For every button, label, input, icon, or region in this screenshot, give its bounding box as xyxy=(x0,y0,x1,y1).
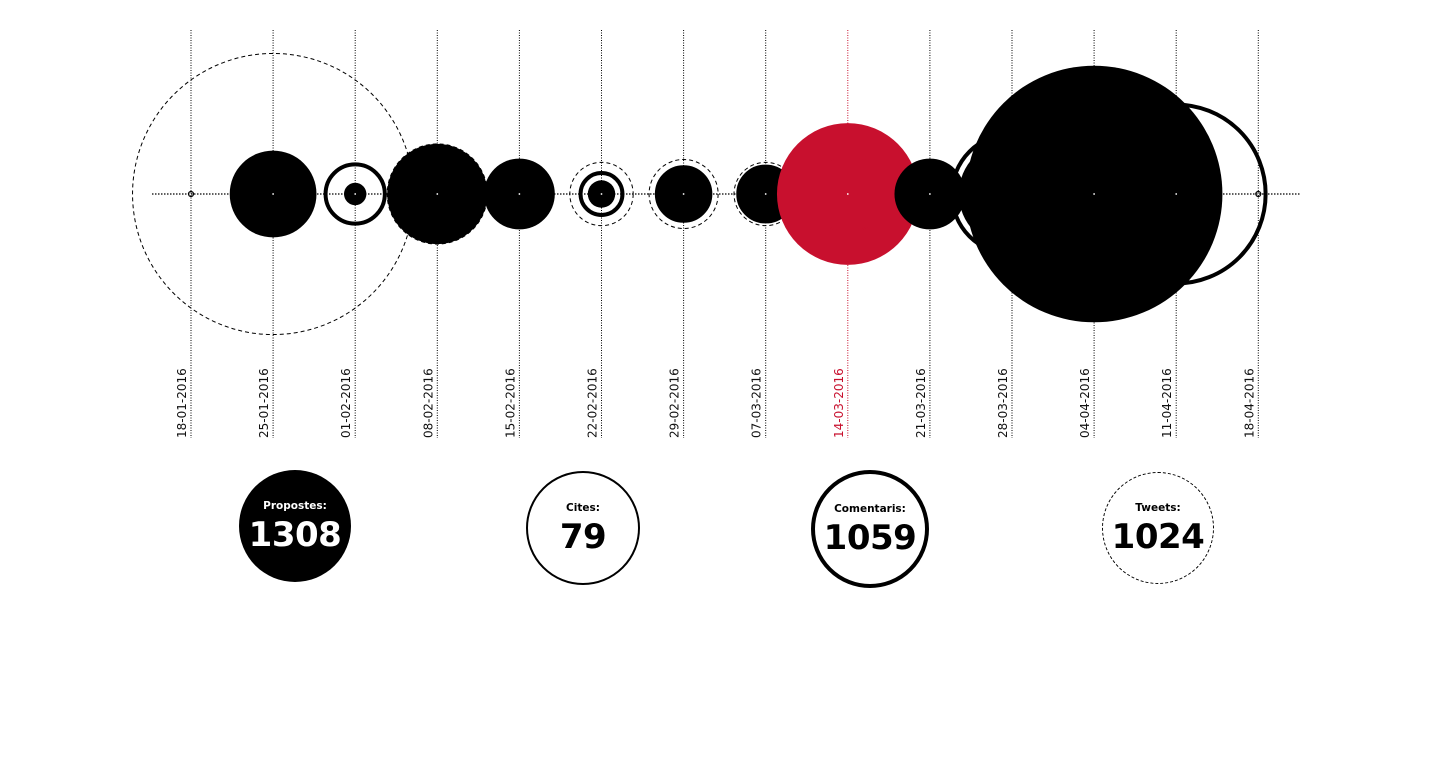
cites-circle xyxy=(426,183,448,205)
empty-marker xyxy=(187,190,195,198)
week-labels: 18-01-2016 25-01-2016 01-02-2016 08-02-2016… xyxy=(175,368,1256,438)
summary-tweets: Tweets: 1024 xyxy=(1102,472,1214,584)
week-date-label: 14-03-2016 xyxy=(832,368,846,438)
summary-propostes-value: 1308 xyxy=(248,515,342,555)
week-date-label: 01-02-2016 xyxy=(339,368,353,438)
summary-cites-value: 79 xyxy=(559,517,607,557)
week-date-label: 15-02-2016 xyxy=(503,368,517,438)
summary-comentaris-value: 1059 xyxy=(823,518,917,558)
week-date-label: 21-03-2016 xyxy=(914,368,928,438)
summary-cites-label: Cites: xyxy=(566,502,600,514)
center-dot xyxy=(518,193,521,195)
summary-tweets-label: Tweets: xyxy=(1135,502,1181,514)
week-date-label: 28-03-2016 xyxy=(996,368,1010,438)
cites-circle xyxy=(654,165,713,223)
center-dot xyxy=(354,193,357,195)
week-date-label: 04-04-2016 xyxy=(1078,368,1092,438)
week-gridlines xyxy=(190,30,1259,438)
center-dot xyxy=(436,193,439,195)
cites-circle xyxy=(916,180,944,208)
summary-cites: Cites: 79 xyxy=(526,471,640,585)
center-dot xyxy=(1175,193,1178,195)
week-date-label: 18-01-2016 xyxy=(175,368,189,438)
comentaris-circle xyxy=(1084,102,1268,286)
tweets-circle xyxy=(648,158,719,230)
week-date-label: 11-04-2016 xyxy=(1160,368,1174,438)
week-date-label: 25-01-2016 xyxy=(257,368,271,438)
summary-tweets-value: 1024 xyxy=(1111,517,1205,557)
week-date-label: 18-04-2016 xyxy=(1242,368,1256,438)
week-date-label: 08-02-2016 xyxy=(421,368,435,438)
center-dot xyxy=(1093,193,1095,195)
week-date-label: 22-02-2016 xyxy=(586,368,600,438)
cites-circle xyxy=(809,155,887,233)
summary-propostes-label: Propostes: xyxy=(263,500,327,512)
cites-circle xyxy=(348,187,362,201)
center-dot xyxy=(682,193,685,195)
center-dot xyxy=(929,193,931,195)
summary-comentaris: Comentaris: 1059 xyxy=(811,470,929,588)
cites-circle xyxy=(506,180,533,208)
summary-comentaris-label: Comentaris: xyxy=(834,503,906,515)
tweets-circle xyxy=(569,161,634,227)
week-date-label: 07-03-2016 xyxy=(750,368,764,438)
comentaris-circle xyxy=(578,171,625,217)
comentaris-circle xyxy=(323,162,387,226)
center-dot xyxy=(846,193,849,195)
cites-circle xyxy=(588,180,615,208)
week-circles xyxy=(132,52,1268,336)
comentaris-circle xyxy=(657,168,710,220)
center-dot xyxy=(764,193,767,195)
center-dot xyxy=(600,193,603,195)
week-date-label: 29-02-2016 xyxy=(668,368,682,438)
center-dot xyxy=(272,193,274,195)
timeline-chart: 18-01-2016 25-01-2016 01-02-2016 08-02-2016… xyxy=(132,30,1300,438)
empty-marker xyxy=(1255,190,1262,198)
summary-propostes: Propostes: 1308 xyxy=(239,470,351,582)
